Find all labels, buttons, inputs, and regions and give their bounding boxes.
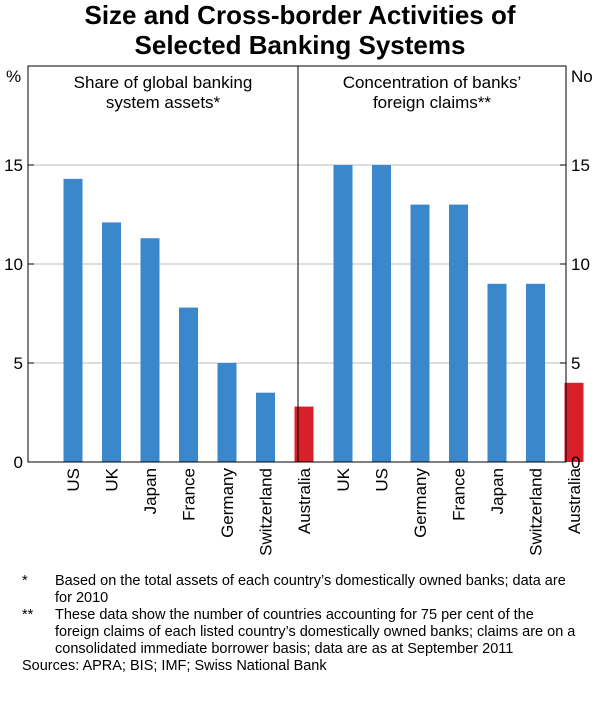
x-tick-label-concentration-australia: Australia (565, 467, 584, 534)
chart-title-line1: Size and Cross-border Activities of (84, 0, 516, 30)
bar-concentration-uk (333, 165, 353, 462)
left-y-tick-label-10: 10 (4, 255, 23, 274)
footnote-1-mark: * (22, 573, 28, 589)
bar-concentration-australia (564, 382, 584, 462)
x-tick-label-share-japan: Japan (141, 468, 160, 514)
left-y-tick-label-5: 5 (14, 354, 23, 373)
bar-concentration-germany (410, 204, 430, 462)
x-tick-label-share-us: US (64, 468, 83, 492)
bar-share-us (63, 178, 83, 463)
footnote-2-mark: ** (22, 607, 34, 623)
x-tick-label-concentration-uk: UK (334, 467, 353, 491)
x-tick-label-concentration-switzerland: Switzerland (527, 468, 546, 556)
chart-title-line2: Selected Banking Systems (134, 30, 466, 60)
right-y-tick-label-5: 5 (571, 354, 580, 373)
x-tick-label-concentration-japan: Japan (488, 468, 507, 514)
bar-share-switzerland (256, 392, 275, 462)
left-axis-unit: % (6, 67, 21, 86)
panel-title-1-line1: Share of global banking (74, 73, 253, 92)
footnote-2: ** These data show the number of countri… (22, 607, 582, 658)
footnote-2-text: These data show the number of countries … (55, 607, 576, 657)
right-y-tick-label-0: 0 (571, 453, 580, 472)
x-tick-label-concentration-germany: Germany (411, 468, 430, 538)
footnotes: * Based on the total assets of each coun… (22, 573, 582, 675)
bar-share-australia (294, 406, 314, 462)
bar-share-japan (140, 238, 160, 462)
bar-share-uk (102, 222, 121, 462)
bars (63, 165, 584, 463)
panel-title-1-line2: system assets* (106, 93, 221, 112)
bar-concentration-switzerland (526, 283, 545, 462)
bar-concentration-japan (487, 283, 507, 462)
x-tick-label-share-switzerland: Switzerland (257, 468, 276, 556)
chart-labels: US UK Japan France Germany Switzerland Austral… (4, 67, 593, 556)
panel-title-2-line1: Concentration of banks’ (343, 73, 522, 92)
chart-area: US UK Japan France Germany Switzerland Austral… (4, 65, 593, 556)
x-tick-label-share-germany: Germany (218, 468, 237, 538)
left-y-tick-label-0: 0 (14, 453, 23, 472)
bar-share-germany (217, 363, 237, 462)
x-tick-label-share-france: France (180, 468, 199, 521)
bar-concentration-france (449, 204, 468, 462)
x-tick-label-share-uk: UK (103, 467, 122, 491)
right-axis-unit: No (571, 67, 593, 86)
x-tick-label-share-australia: Australia (295, 467, 314, 534)
right-y-tick-label-10: 10 (571, 255, 590, 274)
left-y-tick-label-15: 15 (4, 156, 23, 175)
footnote-1: * Based on the total assets of each coun… (22, 573, 582, 607)
footnote-1-text: Based on the total assets of each countr… (55, 573, 566, 606)
sources: Sources: APRA; BIS; IMF; Swiss National … (22, 658, 327, 674)
chart-frame (27, 65, 567, 463)
x-tick-label-concentration-france: France (450, 468, 469, 521)
bar-concentration-us (372, 165, 391, 462)
x-tick-label-concentration-us: US (373, 468, 392, 492)
panel-title-2-line2: foreign claims** (373, 93, 491, 112)
bar-share-france (179, 307, 198, 462)
right-y-tick-label-15: 15 (571, 156, 590, 175)
